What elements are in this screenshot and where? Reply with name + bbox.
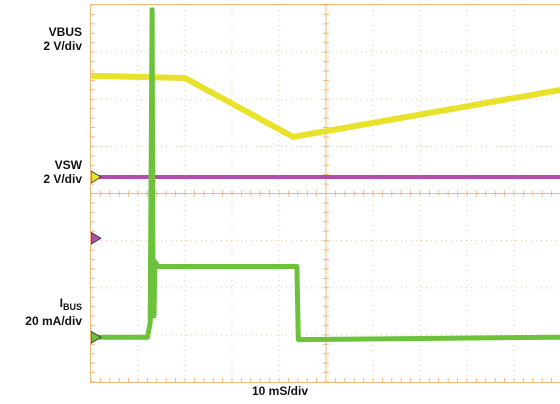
ibus-name: IBUS [59,296,82,312]
ibus-label: IBUS 20 mA/div [25,296,82,328]
trace-vbus [88,72,560,140]
waveform-plot [88,4,560,383]
vsw-scale: 2 V/div [43,172,82,186]
vsw-name: VSW [54,158,82,172]
ibus-inrush-spike [149,9,154,324]
ibus-subscript: BUS [62,302,82,312]
ibus-scale: 20 mA/div [25,314,82,328]
timebase-label: 10 mS/div [251,384,309,398]
trace-ibus [88,7,560,343]
oscilloscope-screen [88,4,560,383]
vbus-ground-marker [90,170,102,184]
ibus-ground-marker [90,330,102,344]
vsw-label: VSW 2 V/div [43,158,82,186]
vbus-label: VBUS 2 V/div [43,25,82,53]
vbus-name: VBUS [48,25,82,39]
vbus-scale: 2 V/div [43,39,82,53]
vsw-ground-marker [90,231,102,245]
